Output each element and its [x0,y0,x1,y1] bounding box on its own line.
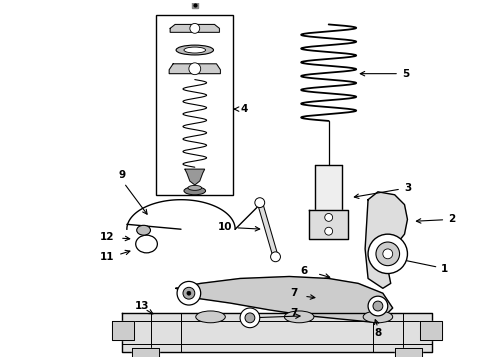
Ellipse shape [136,235,157,253]
Text: 12: 12 [100,232,114,242]
Text: 6: 6 [300,266,308,276]
Ellipse shape [188,185,202,190]
Ellipse shape [184,187,206,195]
Circle shape [368,234,408,274]
Circle shape [187,291,191,295]
Text: 3: 3 [354,183,411,198]
Circle shape [270,252,280,262]
Circle shape [245,313,255,323]
Polygon shape [122,313,432,352]
Text: 9: 9 [119,170,125,180]
Ellipse shape [284,311,314,323]
Text: 4: 4 [240,104,247,114]
Circle shape [190,23,200,33]
Ellipse shape [176,45,214,55]
Circle shape [376,242,399,266]
Polygon shape [420,321,442,341]
Polygon shape [309,210,348,239]
Text: 8: 8 [374,328,382,338]
Circle shape [373,301,383,311]
Polygon shape [132,348,159,360]
Text: 7: 7 [291,308,298,318]
Text: 11: 11 [100,252,114,262]
Text: 1: 1 [392,256,448,274]
Circle shape [383,249,392,259]
Text: 5: 5 [360,69,409,79]
Polygon shape [170,24,220,32]
Ellipse shape [363,311,392,323]
Polygon shape [394,348,422,360]
Text: 10: 10 [218,222,260,232]
Polygon shape [258,200,277,259]
Polygon shape [176,276,392,323]
Bar [156,15,233,195]
Polygon shape [185,169,205,185]
Ellipse shape [184,47,206,53]
Circle shape [255,198,265,208]
Circle shape [325,213,333,221]
Circle shape [183,287,195,299]
Ellipse shape [137,225,150,235]
Text: 2: 2 [416,215,455,224]
Text: 7: 7 [291,288,298,298]
Circle shape [368,296,388,316]
Circle shape [177,282,201,305]
Circle shape [189,63,201,75]
Ellipse shape [196,311,225,323]
Polygon shape [169,64,220,74]
Circle shape [240,308,260,328]
Polygon shape [365,192,408,288]
Circle shape [325,227,333,235]
Polygon shape [315,165,343,210]
Polygon shape [112,321,134,341]
Text: 13: 13 [134,301,149,311]
